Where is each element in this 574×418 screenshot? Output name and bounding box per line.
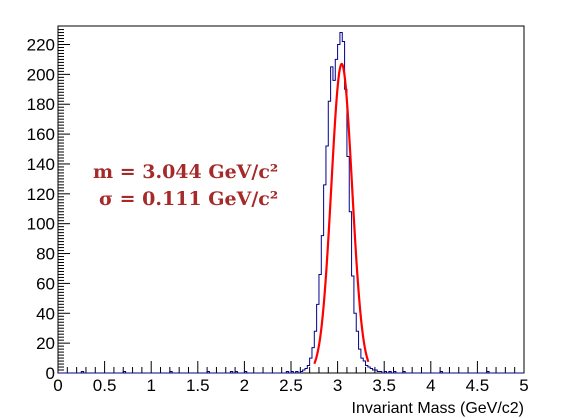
y-tick-label: 160 [27,125,55,144]
x-tick-label: 1.5 [186,376,210,395]
y-tick-label: 180 [27,95,55,114]
y-tick-label: 220 [27,36,55,55]
x-tick-label: 1 [146,376,155,395]
y-tick-label: 40 [36,304,55,323]
y-tick-label: 80 [36,245,55,264]
histogram-outline [58,32,524,374]
y-tick-label: 20 [36,334,55,353]
x-tick-label: 0 [53,376,62,395]
y-tick-label: 140 [27,155,55,174]
y-tick-label: 200 [27,65,55,84]
x-axis-ticks: 0 0.5 1 1.5 2 2.5 3 3.5 4 4.5 5 [53,361,529,395]
annotation-mass: m = 3.044 GeV/c² [93,161,278,183]
x-tick-label: 3.5 [372,376,396,395]
x-tick-label: 5 [519,376,528,395]
y-tick-label: 60 [36,274,55,293]
gaussian-fit-curve [313,62,370,365]
y-tick-label: 100 [27,215,55,234]
x-tick-label: 2 [240,376,249,395]
x-tick-label: 4.5 [466,376,490,395]
x-tick-label: 4 [426,376,435,395]
x-axis-title: Invariant Mass (GeV/c2) [352,400,525,417]
y-tick-label: 120 [27,185,55,204]
fit-series [313,62,370,365]
x-tick-label: 2.5 [279,376,303,395]
y-axis-ticks: 0 20 40 60 80 100 120 140 160 180 200 220 [27,29,70,383]
x-tick-label: 0.5 [93,376,117,395]
x-tick-label: 3 [333,376,342,395]
annotation-sigma: σ = 0.111 GeV/c² [99,188,278,210]
histogram-series [58,32,524,374]
y-tick-label: 0 [46,364,55,383]
